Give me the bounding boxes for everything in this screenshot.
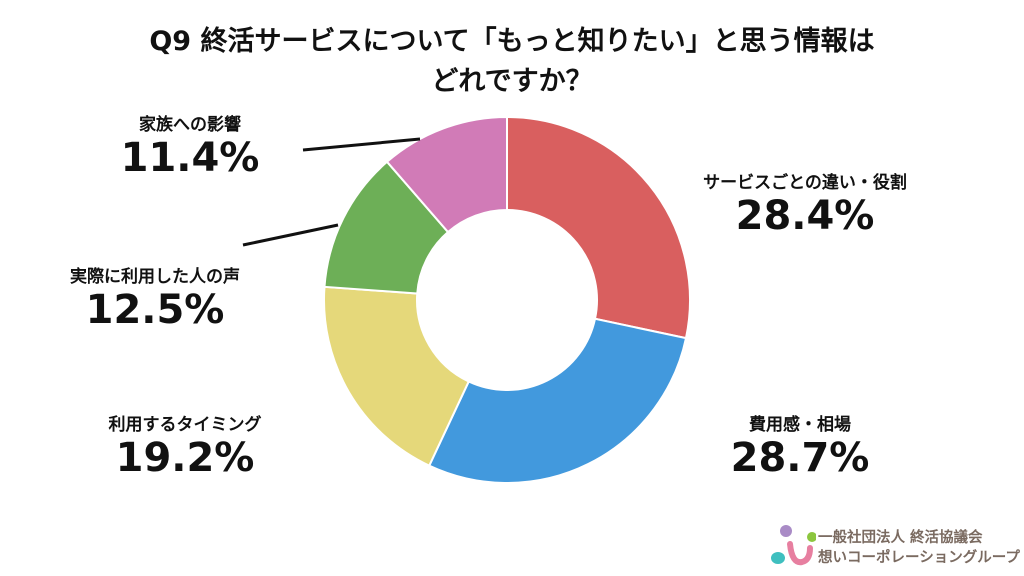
label-user-voices: 実際に利用した人の声 12.5% [40,262,270,333]
logo-line-2: 想いコーポレーショングループ [818,550,1020,566]
slice-value: 11.4% [120,135,260,181]
label-service-differences: サービスごとの違い・役割 28.4% [670,168,940,239]
title-line-1: Q9 終活サービスについて「もっと知りたい」と思う情報は [149,26,875,57]
slice-label: 家族への影響 [139,115,241,135]
slice-value: 28.4% [735,193,875,239]
label-timing: 利用するタイミング 19.2% [70,410,300,481]
slice-label: 費用感・相場 [749,415,851,435]
slice-value: 12.5% [85,287,225,333]
leader-line-family [302,137,421,152]
slice-value: 28.7% [730,435,870,481]
logo-line-1: 一般社団法人 終活協議会 [818,530,983,546]
donut-slice-1 [427,317,688,484]
title-line-2: どれですか？ [431,66,593,97]
organization-logo: 一般社団法人 終活協議会 想いコーポレーショングループ [770,522,1020,572]
chart-title: Q9 終活サービスについて「もっと知りたい」と思う情報は どれですか？ [0,22,1024,102]
donut-slice-2 [323,285,471,467]
logo-mark [771,525,816,566]
donut-slice-0 [506,115,691,340]
slice-label: 実際に利用した人の声 [70,267,240,287]
label-family-impact: 家族への影響 11.4% [90,110,290,181]
slice-label: 利用するタイミング [108,415,262,435]
label-cost: 費用感・相場 28.7% [690,410,910,481]
slice-label: サービスごとの違い・役割 [703,173,907,193]
slice-value: 19.2% [115,435,255,481]
leader-line-voices [242,223,339,247]
